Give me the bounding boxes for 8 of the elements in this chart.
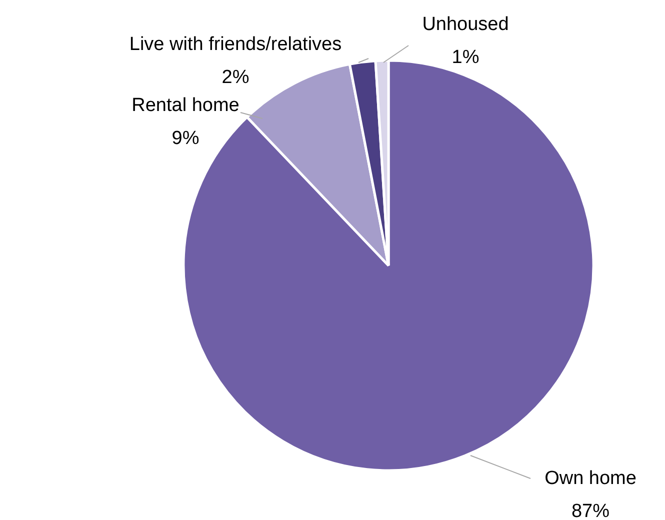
data-label: 87% (571, 501, 610, 520)
slice-label: Rental home (132, 95, 240, 116)
data-label: 2% (222, 67, 250, 88)
slice-label: Own home (544, 468, 636, 489)
slice-label: Unhoused (422, 14, 509, 35)
data-label: 9% (172, 128, 200, 149)
slice-label: Live with friends/relatives (129, 34, 342, 55)
data-label: 1% (452, 47, 480, 68)
